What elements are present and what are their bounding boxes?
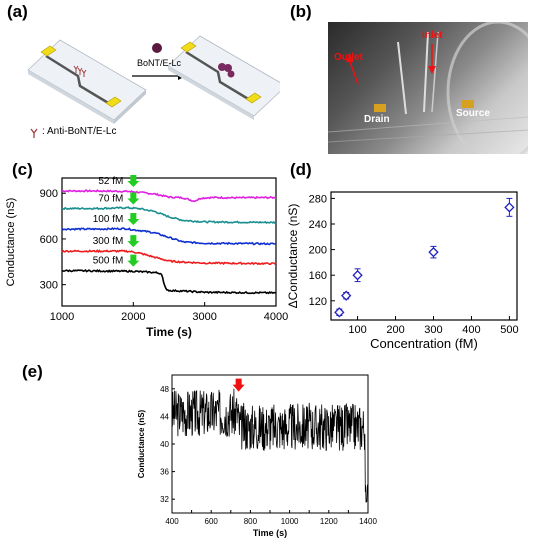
- series-line: [61, 249, 277, 266]
- y-tick-label: 44: [160, 412, 169, 421]
- plot-frame: [330, 191, 518, 321]
- bound-molecule-icon: [224, 64, 232, 72]
- inlet-label: Inlet: [422, 30, 443, 41]
- series-line: [61, 189, 276, 203]
- y-tick-label: 160: [309, 270, 327, 282]
- x-tick-label: 4000: [264, 311, 288, 323]
- y-tick-label: 600: [40, 234, 58, 246]
- antibody-legend-icon: [30, 128, 38, 138]
- concentration-annotation: 500 fM: [93, 256, 124, 267]
- photo-overlay: [328, 22, 528, 154]
- data-point: [428, 246, 439, 258]
- y-tick-label: 40: [160, 440, 169, 449]
- concentration-annotation: 52 fM: [98, 176, 123, 187]
- legend-colon: :: [42, 126, 45, 137]
- y-tick-label: 300: [40, 280, 58, 292]
- bound-molecule-icon: [218, 63, 226, 71]
- x-tick-label: 500: [500, 324, 518, 336]
- x-axis-label: Concentration (fM): [370, 336, 478, 351]
- chip-before: [27, 39, 147, 124]
- y-tick-label: 36: [160, 468, 169, 477]
- injection-arrow-icon: [127, 213, 140, 226]
- panel-label-e: (e): [22, 362, 43, 381]
- conductance-trace: [171, 388, 369, 503]
- injection-arrow-icon: [232, 378, 245, 392]
- data-point: [504, 202, 515, 213]
- x-tick-label: 1200: [320, 517, 338, 526]
- y-tick-label: 280: [309, 193, 327, 205]
- x-axis-label: Time (s): [146, 325, 192, 339]
- injection-arrow-icon: [127, 254, 140, 267]
- y-axis-label: Conductance (nS): [5, 198, 17, 287]
- concentration-annotation: 300 fM: [93, 236, 124, 247]
- bound-molecule-icon: [227, 70, 235, 78]
- panel-label-a: (a): [7, 2, 28, 21]
- data-point: [334, 307, 345, 318]
- plot-frame: [61, 177, 277, 307]
- bont-molecule-icon: [152, 43, 162, 53]
- y-tick-label: 200: [309, 245, 327, 257]
- drain-label: Drain: [364, 114, 390, 125]
- data-point: [341, 290, 352, 301]
- panel-label-d: (d): [290, 160, 312, 179]
- x-tick-label: 600: [205, 517, 219, 526]
- x-tick-label: 800: [244, 517, 258, 526]
- outlet-label: Outlet: [334, 52, 363, 63]
- panel-label-b: (b): [290, 2, 312, 21]
- x-tick-label: 1000: [50, 311, 74, 323]
- y-tick-label: 32: [160, 495, 169, 504]
- source-label: Source: [456, 108, 490, 119]
- chip-after: [167, 35, 280, 120]
- device-schematic: [27, 35, 280, 138]
- x-tick-label: 1400: [359, 517, 377, 526]
- series-line: [61, 226, 277, 246]
- concentration-annotation: 100 fM: [93, 214, 124, 225]
- y-axis-label: Conductance (nS): [137, 409, 146, 478]
- x-tick-label: 1000: [281, 517, 299, 526]
- concentration-annotation: 70 fM: [98, 193, 123, 204]
- y-tick-label: 120: [309, 296, 327, 308]
- x-tick-label: 2000: [121, 311, 145, 323]
- y-axis-label: ΔConductance (nS): [286, 204, 300, 309]
- antibody-legend-label: Anti-BoNT/E-Lc: [47, 126, 117, 137]
- chart-delta-conductance-vs-concentration: 100 200 300 400 500 120 160 200 240 280 Concentrat…: [286, 191, 519, 351]
- data-point: [352, 270, 363, 281]
- x-tick-label: 300: [424, 324, 442, 336]
- injection-arrow-icon: [127, 174, 140, 187]
- device-photo: Outlet Inlet Drain Source: [328, 22, 528, 154]
- y-tick-label: 48: [160, 385, 169, 394]
- y-tick-label: 900: [40, 188, 58, 200]
- series-line: [61, 268, 277, 295]
- x-axis-label: Time (s): [253, 528, 287, 538]
- chart-conductance-trace: 400 600 800 1000 1200 1400 32 36 40 44 48 Time (s) C…: [137, 374, 377, 538]
- chart-conductance-vs-time: 1000 2000 3000 4000 300 600 900 Time (s) Conduct…: [5, 174, 288, 339]
- antibody-legend-text: : Anti-BoNT/E-Lc: [42, 126, 116, 137]
- y-tick-label: 240: [309, 219, 327, 231]
- series-line: [61, 206, 277, 225]
- antibody-icon: [73, 65, 87, 77]
- x-tick-label: 400: [165, 517, 179, 526]
- x-tick-label: 400: [462, 324, 480, 336]
- reaction-arrow-label: BoNT/E-Lc: [137, 58, 182, 68]
- injection-arrow-icon: [127, 235, 140, 248]
- injection-arrow-icon: [127, 192, 140, 205]
- x-tick-label: 3000: [192, 311, 216, 323]
- x-tick-label: 100: [348, 324, 366, 336]
- x-tick-label: 200: [386, 324, 404, 336]
- panel-label-c: (c): [12, 160, 33, 179]
